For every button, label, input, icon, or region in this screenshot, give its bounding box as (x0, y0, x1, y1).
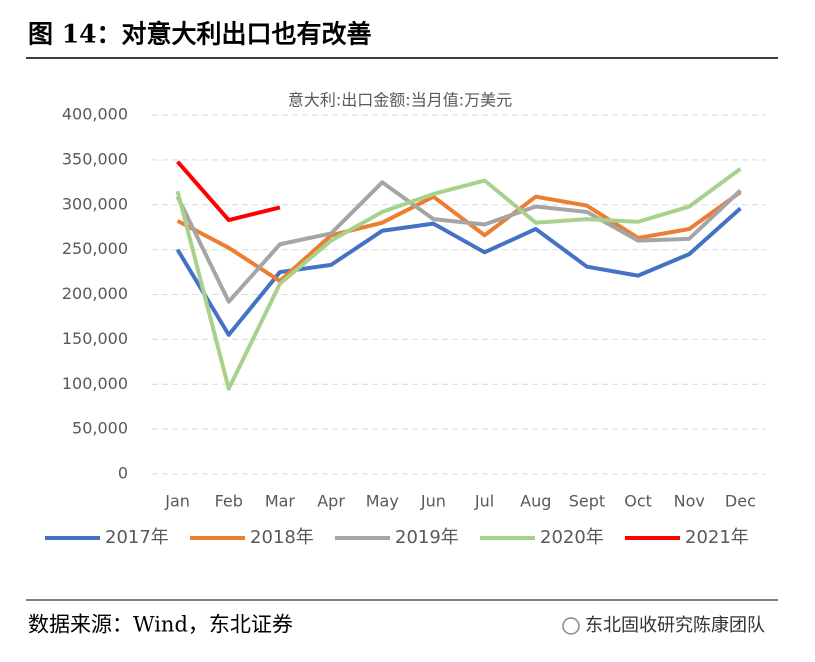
x-tick-label: Mar (265, 492, 296, 511)
x-tick-label: Jun (420, 492, 446, 511)
x-tick-label: Feb (215, 492, 243, 511)
legend-label: 2017年 (105, 527, 169, 548)
x-tick-label: Jan (164, 492, 190, 511)
y-tick-label: 50,000 (72, 419, 128, 438)
series-line (176, 160, 281, 223)
y-tick-label: 250,000 (62, 239, 128, 258)
y-tick-label: 0 (118, 464, 128, 483)
legend-label: 2020年 (540, 527, 604, 548)
legend-label: 2018年 (250, 527, 314, 548)
x-tick-label: Jul (474, 492, 494, 511)
x-tick-label: May (366, 492, 399, 511)
y-tick-label: 200,000 (62, 284, 128, 303)
legend-label: 2019年 (395, 527, 459, 548)
x-tick-label: Oct (624, 492, 652, 511)
y-tick-label: 100,000 (62, 374, 128, 393)
y-tick-label: 300,000 (62, 194, 128, 213)
y-tick-label: 400,000 (62, 105, 128, 124)
chart-title: 意大利:出口金额:当月值:万美元 (288, 91, 512, 110)
series-line (175, 180, 742, 304)
watermark: 东北固收研究陈康团队 (585, 615, 765, 636)
series-line (175, 206, 742, 337)
legend-label: 2021年 (685, 527, 749, 548)
source: 数据来源：Wind，东北证券 (28, 613, 293, 637)
x-tick-label: Dec (725, 492, 756, 511)
y-tick-label: 150,000 (62, 329, 128, 348)
figure-title: 图 14：对意大利出口也有改善 (28, 20, 372, 49)
series-line (175, 167, 742, 391)
series-line (176, 190, 742, 284)
x-tick-label: Nov (674, 492, 705, 511)
x-tick-label: Aug (520, 492, 551, 511)
y-tick-label: 350,000 (62, 149, 128, 168)
wechat-icon (562, 617, 580, 635)
x-tick-label: Sept (569, 492, 605, 511)
x-tick-label: Apr (317, 492, 345, 511)
